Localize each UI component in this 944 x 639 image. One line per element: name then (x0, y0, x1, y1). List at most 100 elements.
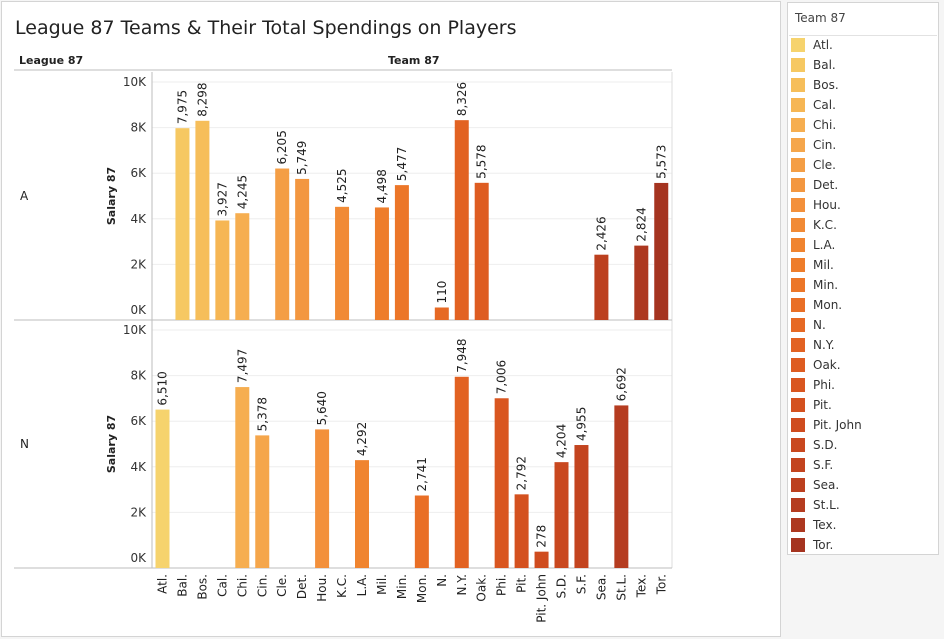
legend-title[interactable]: Team 87 (795, 11, 846, 25)
legend-item[interactable]: Oak. (791, 356, 931, 376)
y-tick-label: 0K (130, 551, 147, 565)
legend-item[interactable]: K.C. (791, 216, 931, 236)
bar (235, 387, 250, 568)
legend-item-label: Chi. (813, 118, 837, 132)
legend-item-label: Sea. (813, 478, 840, 492)
y-axis-title: Salary 87 (105, 167, 118, 225)
data-label: 8,298 (195, 82, 209, 116)
legend-item-label: Cle. (813, 158, 836, 172)
x-tick-label: Det. (295, 574, 309, 599)
legend-item[interactable]: St.L. (791, 496, 931, 516)
legend-item[interactable]: Mil. (791, 256, 931, 276)
bar-chart: 0K 2K 4K 6K 8K 10K Salary 87 0K 2K 4K 6K 8K 10K Salar… (14, 69, 673, 623)
row-field-header: League 87 (19, 54, 84, 67)
legend-swatch (791, 98, 805, 112)
legend-swatch (791, 418, 805, 432)
x-tick-label: S.D. (555, 574, 569, 599)
legend-item[interactable]: Pit. John (791, 416, 931, 436)
data-label: 5,640 (315, 391, 329, 425)
data-label: 4,955 (574, 407, 588, 441)
legend-swatch (791, 298, 805, 312)
legend-swatch (791, 238, 805, 252)
bar (195, 120, 210, 320)
legend-item[interactable]: Tex. (791, 516, 931, 536)
bar (574, 445, 589, 568)
data-label: 2,741 (415, 457, 429, 491)
legend-item-label: Pit. John (813, 418, 862, 432)
legend-swatch (791, 198, 805, 212)
legend-item[interactable]: Chi. (791, 116, 931, 136)
legend-swatch (791, 518, 805, 532)
legend-item[interactable]: Hou. (791, 196, 931, 216)
x-tick-label: Sea. (594, 574, 608, 600)
y-tick-label: 10K (123, 75, 147, 89)
legend-item[interactable]: Cin. (791, 136, 931, 156)
legend-item-label: Atl. (813, 38, 833, 52)
y-tick-label: 4K (130, 212, 147, 226)
x-tick-label: S.F. (574, 574, 588, 594)
legend-swatch (791, 78, 805, 92)
bar (634, 245, 649, 320)
bar (335, 206, 350, 320)
x-tick-label: N.Y. (455, 574, 469, 596)
bar (315, 429, 330, 568)
legend-item-label: L.A. (813, 238, 836, 252)
legend-item[interactable]: N. (791, 316, 931, 336)
data-label: 3,927 (215, 182, 229, 216)
legend-item[interactable]: Bos. (791, 76, 931, 96)
legend-item[interactable]: Cle. (791, 156, 931, 176)
legend-swatch (791, 338, 805, 352)
bar (374, 207, 389, 320)
data-label: 2,792 (515, 456, 529, 490)
legend-item[interactable]: Cal. (791, 96, 931, 116)
bar (494, 398, 509, 568)
legend-swatch (791, 138, 805, 152)
legend-item[interactable]: Sea. (791, 476, 931, 496)
legend-swatch (791, 398, 805, 412)
legend-item[interactable]: S.D. (791, 436, 931, 456)
legend-swatch (791, 458, 805, 472)
data-label: 6,510 (156, 371, 170, 405)
legend-item[interactable]: N.Y. (791, 336, 931, 356)
data-label: 5,378 (255, 397, 269, 431)
legend-item[interactable]: Mon. (791, 296, 931, 316)
data-label: 5,749 (295, 141, 309, 175)
data-label: 2,426 (594, 216, 608, 250)
legend-item[interactable]: S.F. (791, 456, 931, 476)
legend-item-label: N. (813, 318, 826, 332)
legend-item-label: Phi. (813, 378, 835, 392)
legend-item[interactable]: Pit. (791, 396, 931, 416)
bar (414, 495, 429, 568)
legend-item[interactable]: Atl. (791, 36, 931, 56)
data-label: 4,204 (555, 424, 569, 458)
x-tick-label: Mil. (375, 574, 389, 595)
legend-swatch (791, 118, 805, 132)
legend-item-label: Pit. (813, 398, 832, 412)
legend-item[interactable]: Bal. (791, 56, 931, 76)
bar (534, 551, 549, 568)
legend-item[interactable]: Det. (791, 176, 931, 196)
row-label-a: A (20, 189, 29, 203)
legend-item[interactable]: Phi. (791, 376, 931, 396)
legend-item-label: Min. (813, 278, 839, 292)
legend-item-label: Mil. (813, 258, 834, 272)
legend-item[interactable]: L.A. (791, 236, 931, 256)
legend-item[interactable]: Tor. (791, 536, 931, 556)
x-tick-label: Pit. John (535, 574, 549, 623)
y-tick-label: 2K (130, 257, 147, 271)
legend-item-label: St.L. (813, 498, 840, 512)
x-tick-label: St.L. (614, 574, 628, 601)
bar (614, 405, 629, 568)
x-tick-label: Tor. (654, 574, 668, 595)
data-label: 7,497 (235, 349, 249, 383)
legend-item-label: Bos. (813, 78, 839, 92)
x-tick-label: Cin. (255, 574, 269, 597)
x-tick-label: Oak. (475, 574, 489, 602)
legend-swatch (791, 278, 805, 292)
legend-item-label: Det. (813, 178, 839, 192)
legend-item-label: N.Y. (813, 338, 835, 352)
legend-item[interactable]: Min. (791, 276, 931, 296)
x-tick-label: L.A. (355, 574, 369, 596)
legend-item-label: Oak. (813, 358, 841, 372)
bar (235, 213, 250, 320)
